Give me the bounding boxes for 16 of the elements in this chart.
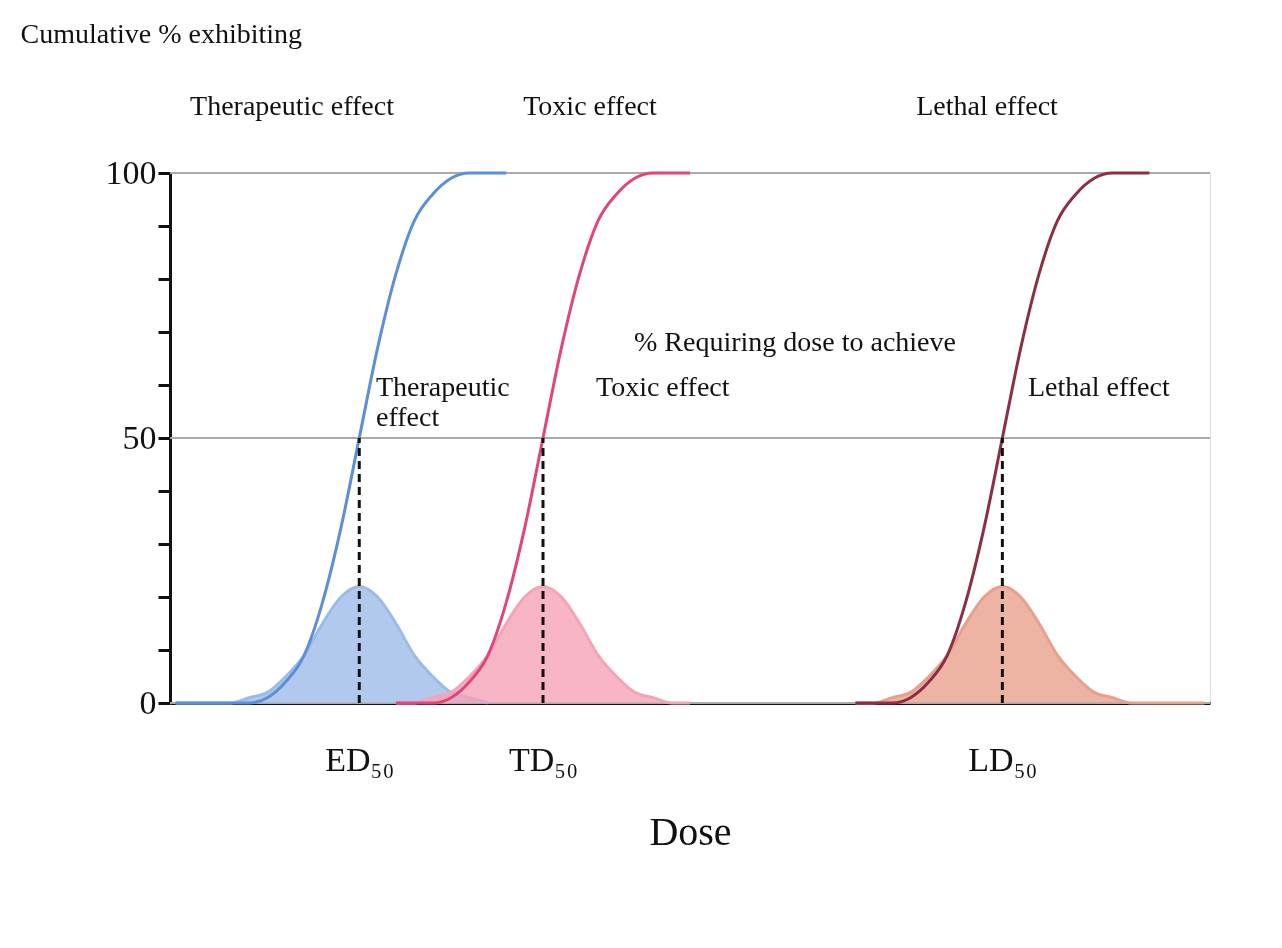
text: Toxic effect [523,90,657,121]
x-axis-title: Dose [649,808,732,854]
y-tick-label: 0 [139,683,157,721]
x-tick-label: TD₅₀ [508,740,579,778]
y-tick-label: 100 [105,153,157,191]
x-tick-label: ED₅₀ [325,740,395,778]
annotation: % Requiring dose to achieve [634,326,956,357]
annotation: Toxic effect [596,371,730,402]
text: Therapeutic effect [190,90,395,121]
annotation: Lethal effect [1028,371,1170,402]
x-tick-label: LD₅₀ [968,740,1038,778]
line-series [174,171,508,705]
text: Lethal effect [916,90,1059,121]
annotation: Therapeutic effect [376,371,510,432]
y-axis-title: Cumulative % exhibiting [20,17,303,49]
y-tick-label: 50 [122,418,157,456]
